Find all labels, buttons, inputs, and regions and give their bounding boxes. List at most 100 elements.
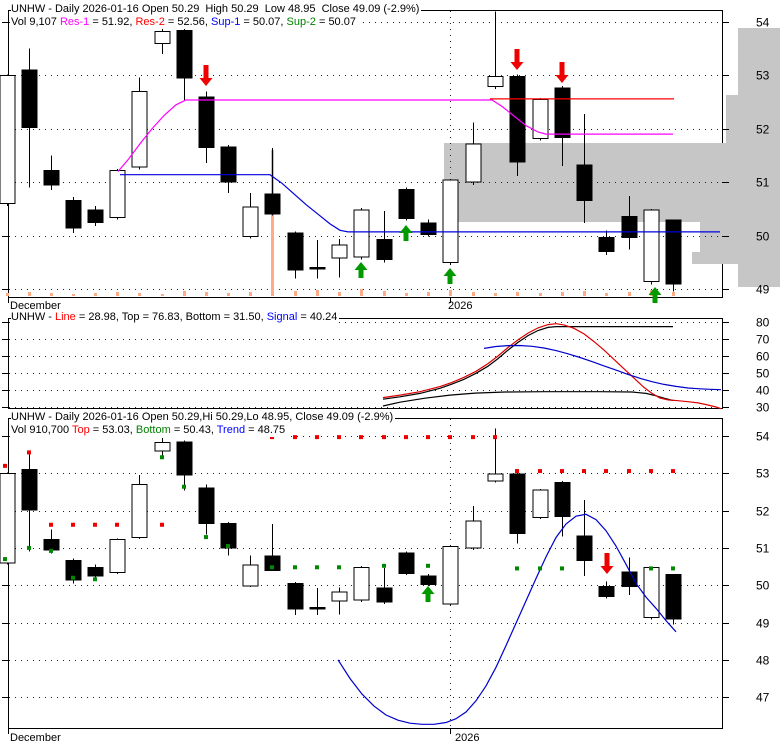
top-indicator-dot bbox=[471, 435, 475, 440]
bottom-indicator-dot bbox=[182, 484, 186, 489]
candle-body bbox=[242, 564, 259, 587]
candle-body bbox=[353, 566, 370, 601]
volume-profile-bar bbox=[726, 95, 780, 143]
candlestick bbox=[665, 573, 682, 625]
candlestick bbox=[109, 538, 126, 575]
candle-body bbox=[309, 607, 326, 610]
title-segment: Vol 9,107 bbox=[11, 16, 60, 28]
candle-body bbox=[0, 74, 16, 205]
candle-body bbox=[621, 571, 638, 588]
bottom-indicator-dot bbox=[93, 577, 97, 582]
candlestick bbox=[198, 91, 215, 163]
title-segment: = 40.24 bbox=[297, 311, 338, 323]
title-segment: = 52.56, bbox=[164, 16, 211, 28]
title-segment: Sup-1 bbox=[211, 16, 241, 28]
candlestick bbox=[0, 74, 16, 207]
bottom-indicator-dot bbox=[293, 565, 297, 570]
volume-bar bbox=[672, 292, 675, 296]
top-indicator-dot bbox=[404, 435, 408, 440]
candlestick bbox=[398, 551, 415, 575]
title-segment: Bottom bbox=[135, 424, 171, 436]
bottom-indicator-dot bbox=[426, 563, 430, 568]
price-axis-label: 48 bbox=[756, 654, 770, 668]
candlestick bbox=[376, 568, 393, 604]
top-indicator-dot bbox=[49, 522, 53, 527]
top-indicator-dot bbox=[560, 469, 564, 474]
candlestick bbox=[264, 148, 281, 216]
price-axis-label: 60 bbox=[756, 350, 770, 364]
title-segment: = 50.07 bbox=[315, 16, 356, 28]
volume-bar bbox=[249, 292, 252, 296]
bottom-indicator-dot bbox=[671, 566, 675, 571]
top-indicator-dot bbox=[315, 435, 319, 440]
price-bottom-panel: 54 53 52 51 50 49 48 47 December 2026 bbox=[0, 418, 770, 744]
candle-body bbox=[43, 539, 60, 551]
candlestick bbox=[665, 219, 682, 292]
price-top-panel: 54 53 52 51 50 49 December 2026 bbox=[0, 10, 780, 312]
candle-body bbox=[576, 164, 593, 201]
candlestick bbox=[287, 582, 304, 616]
title-segment: Res-2 bbox=[135, 16, 165, 28]
top-indicator-dot bbox=[3, 463, 7, 468]
top-panel-indicator-values: Vol 9,107 Res-1 = 51.92, Res-2 = 52.56, … bbox=[11, 16, 358, 29]
candle-body bbox=[442, 179, 459, 263]
bottom-indicator-dot bbox=[226, 544, 230, 549]
candle-body bbox=[154, 442, 171, 452]
bottom-indicator-dot bbox=[3, 557, 7, 562]
candle-body bbox=[176, 441, 193, 476]
volume-profile-bar bbox=[738, 264, 780, 287]
candle-body bbox=[376, 238, 393, 261]
x-axis-label: 2026 bbox=[455, 732, 479, 744]
candlestick bbox=[21, 48, 38, 188]
buy-signal-arrow bbox=[399, 225, 413, 241]
volume-bar bbox=[316, 290, 319, 296]
volume-bar bbox=[539, 293, 542, 296]
top-indicator-dot bbox=[382, 435, 386, 440]
candle-body bbox=[487, 473, 504, 482]
sell-signal-arrow bbox=[555, 62, 569, 83]
res1-line bbox=[117, 99, 673, 172]
candlestick bbox=[309, 239, 326, 279]
candle-body bbox=[353, 209, 370, 258]
bottom-indicator-dot bbox=[49, 548, 53, 553]
bottom-panel-indicator-values: Vol 910,700 Top = 53.03, Bottom = 50.43,… bbox=[11, 424, 288, 437]
title-segment: = 50.07, bbox=[240, 16, 287, 28]
candlestick bbox=[287, 231, 304, 279]
price-axis-label: 80 bbox=[756, 316, 770, 330]
candlestick bbox=[0, 472, 16, 565]
top-indicator-dot bbox=[671, 469, 675, 474]
price-axis-label: 49 bbox=[756, 617, 770, 631]
candlestick bbox=[442, 545, 459, 606]
osc-line-line bbox=[382, 323, 722, 410]
buy-signal-arrow bbox=[648, 287, 662, 303]
bottom-indicator-dot bbox=[27, 545, 31, 550]
title-segment: Trend bbox=[216, 424, 246, 436]
x-axis-label: December bbox=[10, 300, 61, 312]
candle-body bbox=[598, 237, 615, 253]
candlestick bbox=[442, 178, 459, 265]
price-axis-label: 52 bbox=[756, 123, 770, 137]
candlestick bbox=[21, 454, 38, 552]
candlestick bbox=[420, 219, 437, 237]
candle-body bbox=[532, 489, 549, 518]
candlestick bbox=[398, 187, 415, 221]
volume-bar bbox=[628, 292, 631, 296]
title-segment: UNHW - bbox=[11, 311, 55, 323]
volume-bar bbox=[360, 289, 363, 296]
volume-bar bbox=[449, 290, 452, 296]
candle-body bbox=[398, 552, 415, 574]
candle-body bbox=[331, 591, 348, 602]
candle-body bbox=[109, 169, 126, 218]
candlestick bbox=[176, 28, 193, 100]
candle-body bbox=[131, 483, 148, 538]
oscillator-plot-area[interactable] bbox=[8, 318, 723, 409]
candlestick bbox=[65, 197, 82, 233]
candle-body bbox=[87, 209, 104, 223]
candlestick bbox=[509, 74, 526, 176]
top-indicator-dot bbox=[71, 522, 75, 527]
volume-profile-bar bbox=[738, 28, 780, 95]
candlestick bbox=[376, 211, 393, 263]
price-axis-label: 53 bbox=[756, 69, 770, 83]
